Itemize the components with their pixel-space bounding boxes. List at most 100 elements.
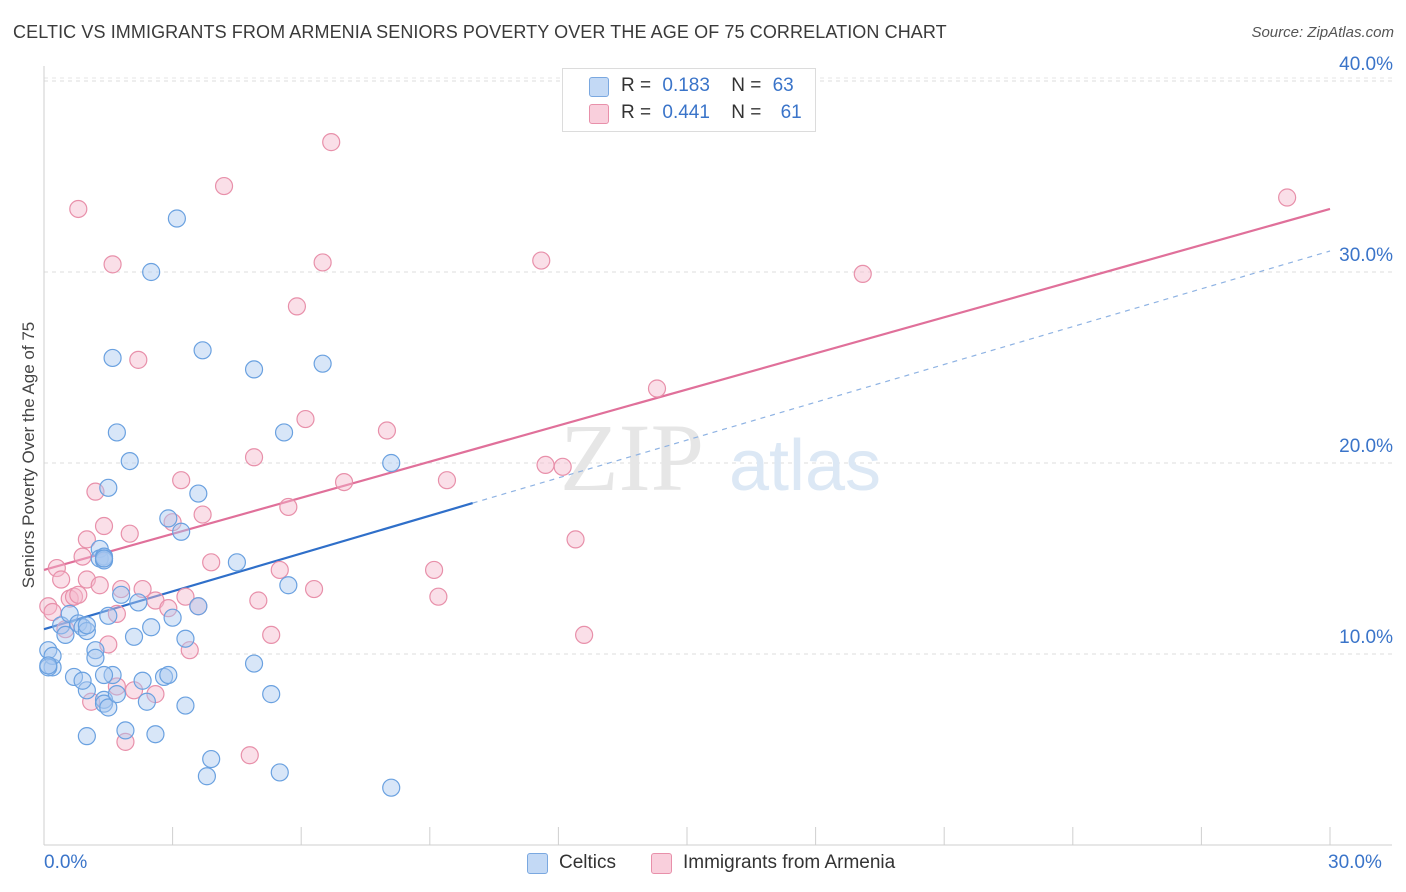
celtics-point: [189, 597, 208, 616]
celtics-point: [56, 625, 75, 645]
data-points: [39, 133, 1297, 797]
legend-n-value: 61: [780, 102, 802, 123]
legend-r-label: R =: [621, 102, 652, 123]
trend-lines: [43, 207, 1331, 631]
celtics-point: [86, 641, 105, 660]
celtics-point: [64, 667, 84, 687]
y-tick-label: 20.0%: [1339, 436, 1393, 457]
y-tick-label: 10.0%: [1339, 627, 1393, 648]
celtics-point: [167, 209, 186, 228]
legend-swatch-armenia: [589, 104, 609, 124]
armenia-point: [304, 579, 324, 599]
armenia-point: [566, 530, 585, 549]
armenia-point: [279, 497, 298, 517]
celtics-point: [270, 763, 289, 782]
celtics-point: [176, 629, 195, 648]
armenia-point: [69, 585, 88, 604]
celtics-point: [129, 593, 148, 612]
armenia-point: [1278, 188, 1297, 207]
celtics-point: [163, 608, 182, 627]
bottom-legend-swatch-celtics: [527, 853, 548, 874]
armenia-point: [296, 409, 315, 429]
celtics-point: [313, 354, 332, 373]
celtics-point: [262, 685, 281, 704]
axes: [43, 66, 1392, 846]
celtics-point: [99, 478, 118, 497]
legend-swatch-celtics: [589, 77, 609, 97]
armenia-point: [532, 251, 551, 270]
x-tick-label-min: 0.0%: [44, 852, 88, 873]
legend-r-value: 0.441: [662, 102, 710, 123]
celtics-point: [279, 576, 298, 595]
celtics-point: [94, 549, 114, 568]
bottom-legend-swatch-armenia: [651, 853, 672, 874]
armenia-point: [193, 505, 212, 524]
armenia-point: [262, 625, 281, 645]
legend-r-label: R =: [621, 75, 652, 96]
bottom-legend-label-armenia: Immigrants from Armenia: [683, 852, 896, 873]
bottom-legend-label-celtics: Celtics: [559, 852, 617, 873]
celtics-point: [382, 453, 401, 473]
celtics-point: [103, 348, 122, 368]
celtics-point: [142, 618, 161, 637]
armenia-point: [47, 558, 66, 578]
armenia-point: [553, 457, 572, 476]
armenia-point: [287, 297, 307, 316]
celtics-point: [77, 616, 96, 635]
armenia-point: [112, 579, 131, 599]
y-tick-label: 30.0%: [1339, 245, 1393, 266]
armenia-point: [334, 473, 354, 492]
celtics-point: [197, 767, 216, 786]
armenia-point: [575, 625, 594, 645]
legend-n-value: 63: [772, 75, 794, 96]
celtics-point: [142, 262, 161, 282]
watermark-zip: ZIP: [560, 404, 704, 511]
celtics-point: [159, 665, 178, 685]
armenia-point: [202, 553, 221, 572]
legend-r-value: 0.183: [662, 75, 710, 96]
watermark: ZIP atlas: [560, 404, 881, 511]
armenia-point: [77, 530, 96, 549]
celtics-point: [159, 509, 178, 528]
y-tick-label: 40.0%: [1339, 54, 1393, 75]
armenia-point: [240, 746, 259, 765]
celtics-point: [146, 725, 165, 744]
armenia-point: [133, 579, 152, 599]
x-tick-label-max: 30.0%: [1328, 852, 1382, 873]
celtics-point: [172, 522, 191, 541]
celtics-point: [202, 749, 221, 769]
source-label: Source: ZipAtlas.com: [1251, 24, 1394, 41]
armenia-point: [180, 641, 199, 660]
armenia-point: [176, 587, 195, 606]
armenia-point: [249, 591, 268, 610]
celtics-trend-line: [43, 502, 473, 631]
celtics-point: [99, 606, 118, 625]
armenia-point: [172, 471, 191, 490]
celtics-point: [77, 621, 96, 641]
watermark-atlas: atlas: [729, 426, 881, 506]
celtics-point: [77, 727, 96, 746]
celtics-point: [176, 696, 195, 715]
armenia-point: [437, 471, 457, 490]
celtics-point: [193, 341, 212, 360]
y-tick-labels: 10.0% 20.0% 30.0% 40.0%: [1339, 54, 1393, 648]
celtics-trend-extension: [472, 250, 1331, 504]
armenia-point: [536, 455, 555, 475]
armenia-point: [103, 255, 122, 274]
legend-n-label: N =: [731, 75, 762, 96]
armenia-point: [270, 560, 289, 580]
celtics-point: [227, 553, 246, 572]
armenia-point: [90, 576, 109, 595]
legend-n-label: N =: [731, 102, 762, 123]
celtics-point: [86, 648, 105, 667]
armenia-point: [429, 587, 448, 606]
celtics-point: [244, 360, 264, 379]
armenia-point: [647, 379, 667, 398]
celtics-point: [107, 423, 126, 442]
armenia-point: [853, 264, 872, 284]
armenia-point: [159, 599, 178, 618]
celtics-point: [77, 681, 96, 700]
chart-title: CELTIC VS IMMIGRANTS FROM ARMENIA SENIOR…: [13, 22, 947, 42]
armenia-point: [94, 516, 114, 536]
